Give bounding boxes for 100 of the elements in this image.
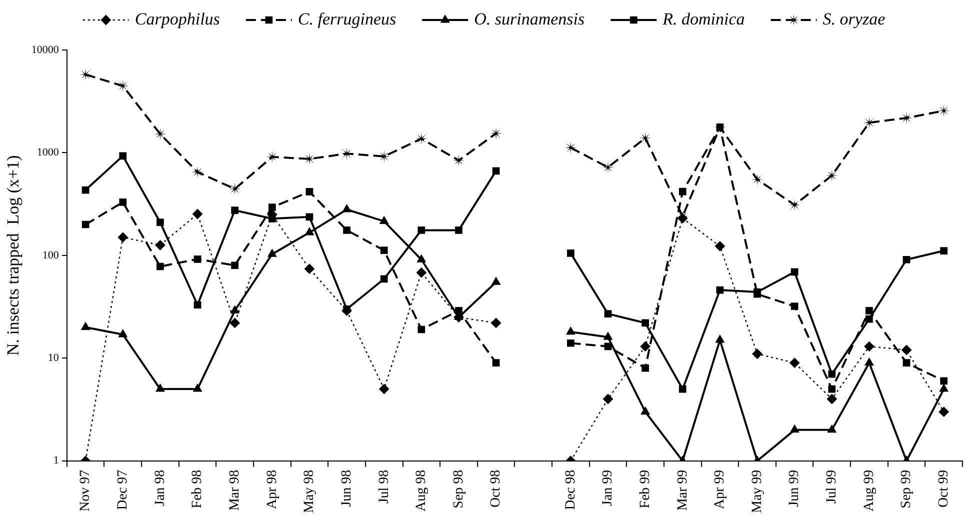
- point: [416, 268, 426, 278]
- legend-label: O. surinamensis: [474, 9, 586, 28]
- point: [231, 206, 239, 214]
- point: [492, 277, 500, 285]
- point: [938, 104, 950, 117]
- y-tick-label: 1000: [36, 146, 60, 159]
- x-tick-label: Mar 99: [675, 470, 690, 511]
- point: [455, 306, 462, 314]
- point: [564, 142, 577, 154]
- legend-label: S. oryzae: [822, 9, 886, 28]
- point: [118, 329, 128, 338]
- point: [602, 161, 614, 174]
- point: [119, 198, 127, 206]
- point: [866, 306, 873, 314]
- x-tick-label: Jun 98: [339, 470, 354, 507]
- point: [192, 166, 204, 178]
- x-tick-label: Jul 99: [824, 470, 840, 504]
- point: [231, 262, 239, 270]
- point: [119, 152, 127, 160]
- point: [790, 424, 799, 433]
- x-tick-label: Feb 99: [638, 470, 653, 508]
- point: [716, 286, 724, 294]
- x-tick-label: Aug 99: [862, 470, 877, 512]
- point: [304, 264, 314, 274]
- point: [788, 198, 801, 211]
- point: [864, 341, 874, 352]
- point: [828, 370, 836, 378]
- x-tick-label: May 99: [750, 470, 765, 514]
- point: [790, 302, 798, 310]
- point: [940, 377, 948, 385]
- legend-label: C. ferrugineus: [298, 9, 397, 28]
- point: [790, 268, 798, 276]
- y-axis-title: N. insects trapped Log (x+1): [4, 155, 23, 356]
- point: [418, 326, 426, 334]
- point: [230, 318, 240, 328]
- point: [306, 213, 314, 221]
- point: [604, 342, 612, 350]
- point: [268, 249, 277, 257]
- point: [566, 250, 574, 257]
- point: [81, 322, 90, 330]
- point: [82, 220, 90, 228]
- point: [900, 112, 913, 124]
- point: [566, 326, 576, 335]
- point: [492, 167, 500, 175]
- x-tick-label: Jan 98: [152, 470, 168, 506]
- x-tick-label: Sep 98: [451, 470, 466, 508]
- point: [602, 394, 613, 404]
- x-tick-label: Mar 98: [227, 470, 242, 511]
- x-tick-label: Feb 98: [190, 470, 206, 508]
- point: [827, 424, 836, 433]
- point: [492, 359, 500, 367]
- point: [418, 226, 426, 234]
- x-tick-label: Oct 98: [488, 470, 504, 508]
- x-tick-label: Nov 97: [78, 470, 94, 512]
- x-tick-label: Dec 97: [116, 470, 131, 510]
- point: [417, 254, 426, 262]
- point: [379, 384, 390, 394]
- x-tick-label: Aug 98: [414, 470, 430, 512]
- point: [642, 319, 649, 327]
- point: [342, 306, 352, 316]
- point: [380, 216, 388, 224]
- y-tick-label: 1: [53, 454, 59, 467]
- point: [491, 318, 502, 328]
- point: [490, 127, 502, 140]
- point: [790, 358, 800, 368]
- legend-label: Carpophilus: [134, 9, 220, 28]
- x-tick-label: Jan 99: [600, 470, 616, 506]
- point: [380, 246, 388, 254]
- point: [380, 275, 388, 283]
- point: [902, 256, 910, 264]
- point: [193, 384, 202, 392]
- point: [826, 394, 837, 404]
- point: [714, 121, 726, 134]
- point: [154, 128, 166, 140]
- x-tick-label: Apr 98: [264, 470, 280, 510]
- x-tick-label: Sep 99: [899, 470, 914, 508]
- point: [604, 332, 612, 340]
- point: [455, 226, 462, 234]
- point: [192, 209, 203, 220]
- point: [155, 240, 166, 250]
- x-tick-label: Dec 98: [563, 470, 578, 510]
- point: [864, 358, 874, 366]
- point: [228, 182, 241, 195]
- point: [194, 301, 202, 309]
- point: [828, 385, 836, 393]
- x-tick-label: Jul 98: [376, 470, 392, 504]
- point: [118, 232, 128, 242]
- point: [156, 262, 164, 270]
- y-tick-label: 10: [48, 352, 60, 364]
- point: [268, 204, 276, 211]
- point: [716, 335, 724, 343]
- point: [452, 154, 465, 166]
- point: [866, 315, 873, 323]
- point: [940, 247, 948, 254]
- legend-label: R. dominica: [662, 9, 745, 28]
- y-tick-label: 10000: [31, 44, 60, 56]
- point: [640, 341, 650, 352]
- point: [678, 188, 686, 196]
- x-tick-label: Jun 99: [787, 470, 802, 507]
- point: [752, 348, 762, 359]
